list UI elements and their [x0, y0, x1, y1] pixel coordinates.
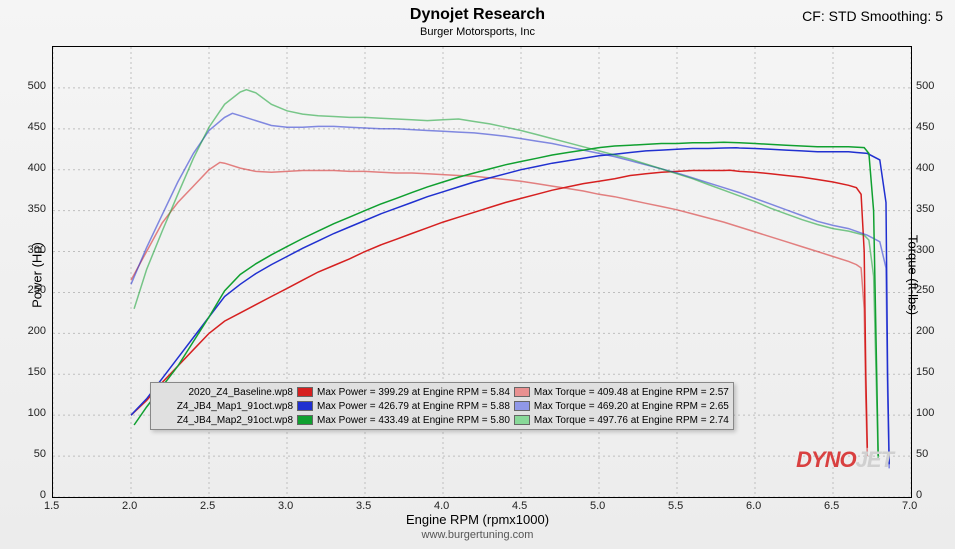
x-tick-label: 6.0	[746, 500, 761, 512]
x-tick-label: 4.0	[434, 500, 449, 512]
plot-area	[52, 46, 912, 498]
legend-row: Z4_JB4_Map2_91oct.wp8 Max Power = 433.49 …	[155, 413, 729, 427]
x-tick-label: 3.5	[356, 500, 371, 512]
y-right-tick-label: 500	[916, 80, 934, 92]
y-right-tick-label: 150	[916, 366, 934, 378]
x-tick-label: 4.5	[512, 500, 527, 512]
legend-power-swatch	[297, 415, 313, 425]
chart-container: Dynojet Research Burger Motorsports, Inc…	[0, 0, 955, 549]
y-right-tick-label: 0	[916, 489, 922, 501]
footer-url: www.burgertuning.com	[422, 529, 534, 541]
x-tick-label: 7.0	[902, 500, 917, 512]
x-tick-label: 6.5	[824, 500, 839, 512]
y-left-tick-label: 200	[28, 325, 46, 337]
legend-file: Z4_JB4_Map1_91oct.wp8	[155, 401, 293, 412]
y-right-tick-label: 200	[916, 325, 934, 337]
legend-torque-text: Max Torque = 469.20 at Engine RPM = 2.65	[534, 401, 729, 412]
y-right-tick-label: 300	[916, 244, 934, 256]
legend-power-text: Max Power = 433.49 at Engine RPM = 5.80	[317, 415, 510, 426]
legend-box: 2020_Z4_Baseline.wp8 Max Power = 399.29 a…	[150, 382, 734, 430]
y-left-tick-label: 150	[28, 366, 46, 378]
watermark-part2: JET	[856, 447, 893, 472]
y-right-tick-label: 100	[916, 407, 934, 419]
y-left-tick-label: 100	[28, 407, 46, 419]
y-right-tick-label: 450	[916, 121, 934, 133]
y-right-tick-label: 50	[916, 448, 928, 460]
legend-file: 2020_Z4_Baseline.wp8	[155, 387, 293, 398]
legend-power-swatch	[297, 401, 313, 411]
legend-torque-swatch	[514, 387, 530, 397]
y-left-tick-label: 0	[40, 489, 46, 501]
legend-torque-text: Max Torque = 409.48 at Engine RPM = 2.57	[534, 387, 729, 398]
legend-torque-swatch	[514, 415, 530, 425]
x-tick-label: 2.5	[200, 500, 215, 512]
x-tick-label: 1.5	[44, 500, 59, 512]
y-left-tick-label: 300	[28, 244, 46, 256]
y-left-tick-label: 250	[28, 284, 46, 296]
y-right-tick-label: 400	[916, 162, 934, 174]
watermark-part1: DYNO	[796, 447, 856, 472]
y-left-tick-label: 500	[28, 80, 46, 92]
x-tick-label: 2.0	[122, 500, 137, 512]
x-tick-label: 3.0	[278, 500, 293, 512]
chart-subtitle: Burger Motorsports, Inc	[0, 26, 955, 38]
x-tick-label: 5.0	[590, 500, 605, 512]
y-left-tick-label: 450	[28, 121, 46, 133]
x-axis-label: Engine RPM (rpmx1000)	[406, 512, 549, 527]
legend-power-swatch	[297, 387, 313, 397]
chart-cf-smoothing: CF: STD Smoothing: 5	[802, 8, 943, 24]
watermark-logo: DYNOJET	[796, 447, 893, 473]
legend-torque-swatch	[514, 401, 530, 411]
legend-row: Z4_JB4_Map1_91oct.wp8 Max Power = 426.79 …	[155, 399, 729, 413]
legend-file: Z4_JB4_Map2_91oct.wp8	[155, 415, 293, 426]
legend-power-text: Max Power = 399.29 at Engine RPM = 5.84	[317, 387, 510, 398]
x-tick-label: 5.5	[668, 500, 683, 512]
legend-torque-text: Max Torque = 497.76 at Engine RPM = 2.74	[534, 415, 729, 426]
y-left-tick-label: 50	[34, 448, 46, 460]
legend-row: 2020_Z4_Baseline.wp8 Max Power = 399.29 a…	[155, 385, 729, 399]
y-right-tick-label: 350	[916, 203, 934, 215]
y-right-tick-label: 250	[916, 284, 934, 296]
legend-power-text: Max Power = 426.79 at Engine RPM = 5.88	[317, 401, 510, 412]
y-left-tick-label: 400	[28, 162, 46, 174]
y-left-tick-label: 350	[28, 203, 46, 215]
